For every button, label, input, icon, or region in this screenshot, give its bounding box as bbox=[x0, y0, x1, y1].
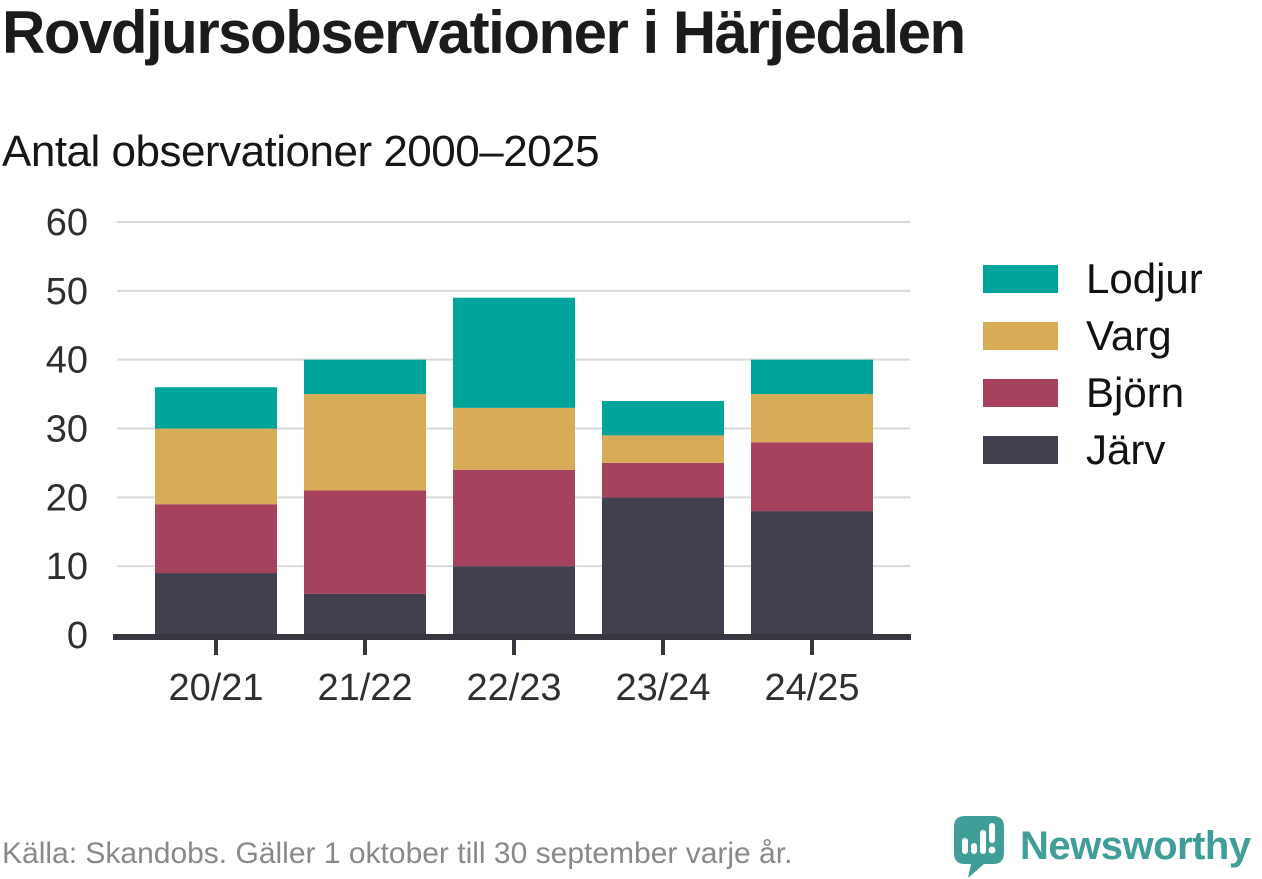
bar-segment-24-25-jarv bbox=[751, 511, 873, 635]
legend-label-varg: Varg bbox=[1086, 311, 1172, 359]
chart-title: Rovdjursobservationer i Härjedalen bbox=[2, 0, 966, 66]
legend-item-varg: Varg bbox=[983, 307, 1203, 364]
x-tick-label: 21/22 bbox=[317, 667, 412, 709]
legend-swatch-bjorn bbox=[983, 378, 1058, 407]
newsworthy-logo-text: Newsworthy bbox=[1020, 824, 1251, 868]
legend-label-lodjur: Lodjur bbox=[1086, 254, 1203, 302]
y-tick-label: 50 bbox=[46, 271, 88, 313]
legend-item-bjorn: Björn bbox=[983, 364, 1203, 421]
legend-swatch-lodjur bbox=[983, 264, 1058, 293]
bar-segment-20-21-jarv bbox=[155, 573, 277, 635]
newsworthy-logo-icon bbox=[954, 816, 1004, 878]
bar-segment-22-23-lodjur bbox=[453, 297, 575, 408]
bar-segment-21-22-lodjur bbox=[304, 359, 426, 395]
legend-item-lodjur: Lodjur bbox=[983, 250, 1203, 307]
bar-segment-21-22-bjorn bbox=[304, 490, 426, 594]
bar-segment-22-23-bjorn bbox=[453, 469, 575, 567]
bar-segment-21-22-jarv bbox=[304, 593, 426, 635]
chart-legend: Lodjur Varg Björn Järv bbox=[983, 250, 1203, 478]
bar-segment-23-24-varg bbox=[602, 435, 724, 463]
x-tick-label: 20/21 bbox=[168, 667, 263, 709]
bar-segment-24-25-lodjur bbox=[751, 359, 873, 395]
y-tick-label: 30 bbox=[46, 409, 88, 451]
bar-segment-20-21-lodjur bbox=[155, 387, 277, 429]
y-tick-label: 20 bbox=[46, 477, 88, 519]
legend-swatch-jarv bbox=[983, 435, 1058, 464]
x-tick-label: 23/24 bbox=[615, 667, 710, 709]
bar-segment-20-21-bjorn bbox=[155, 504, 277, 574]
legend-item-jarv: Järv bbox=[983, 421, 1203, 478]
y-tick-label: 10 bbox=[46, 546, 88, 588]
newsworthy-brand-link[interactable]: Newsworthy bbox=[954, 816, 1251, 878]
source-note: Källa: Skandobs. Gäller 1 oktober till 3… bbox=[2, 837, 793, 870]
bar-segment-21-22-varg bbox=[304, 394, 426, 491]
legend-label-bjorn: Björn bbox=[1086, 368, 1185, 416]
bar-segment-20-21-varg bbox=[155, 428, 277, 505]
y-tick-label: 0 bbox=[67, 615, 88, 657]
bar-segment-23-24-jarv bbox=[602, 497, 724, 635]
x-tick-label: 22/23 bbox=[466, 667, 561, 709]
legend-label-jarv: Järv bbox=[1086, 425, 1166, 473]
bar-segment-23-24-lodjur bbox=[602, 400, 724, 436]
legend-swatch-varg bbox=[983, 321, 1058, 350]
chart-subtitle: Antal observationer 2000–2025 bbox=[2, 127, 600, 176]
bar-segment-24-25-varg bbox=[751, 394, 873, 443]
bar-segment-23-24-bjorn bbox=[602, 462, 724, 498]
y-tick-label: 40 bbox=[46, 340, 88, 382]
x-tick-label: 24/25 bbox=[764, 667, 859, 709]
bar-segment-24-25-bjorn bbox=[751, 442, 873, 512]
y-tick-label: 60 bbox=[46, 202, 88, 244]
bar-segment-22-23-varg bbox=[453, 407, 575, 470]
bar-segment-22-23-jarv bbox=[453, 566, 575, 635]
stacked-bar-chart: 20/21 21/22 22/23 23/24 24/25 0 10 20 30 40 50 60 bbox=[46, 202, 911, 709]
